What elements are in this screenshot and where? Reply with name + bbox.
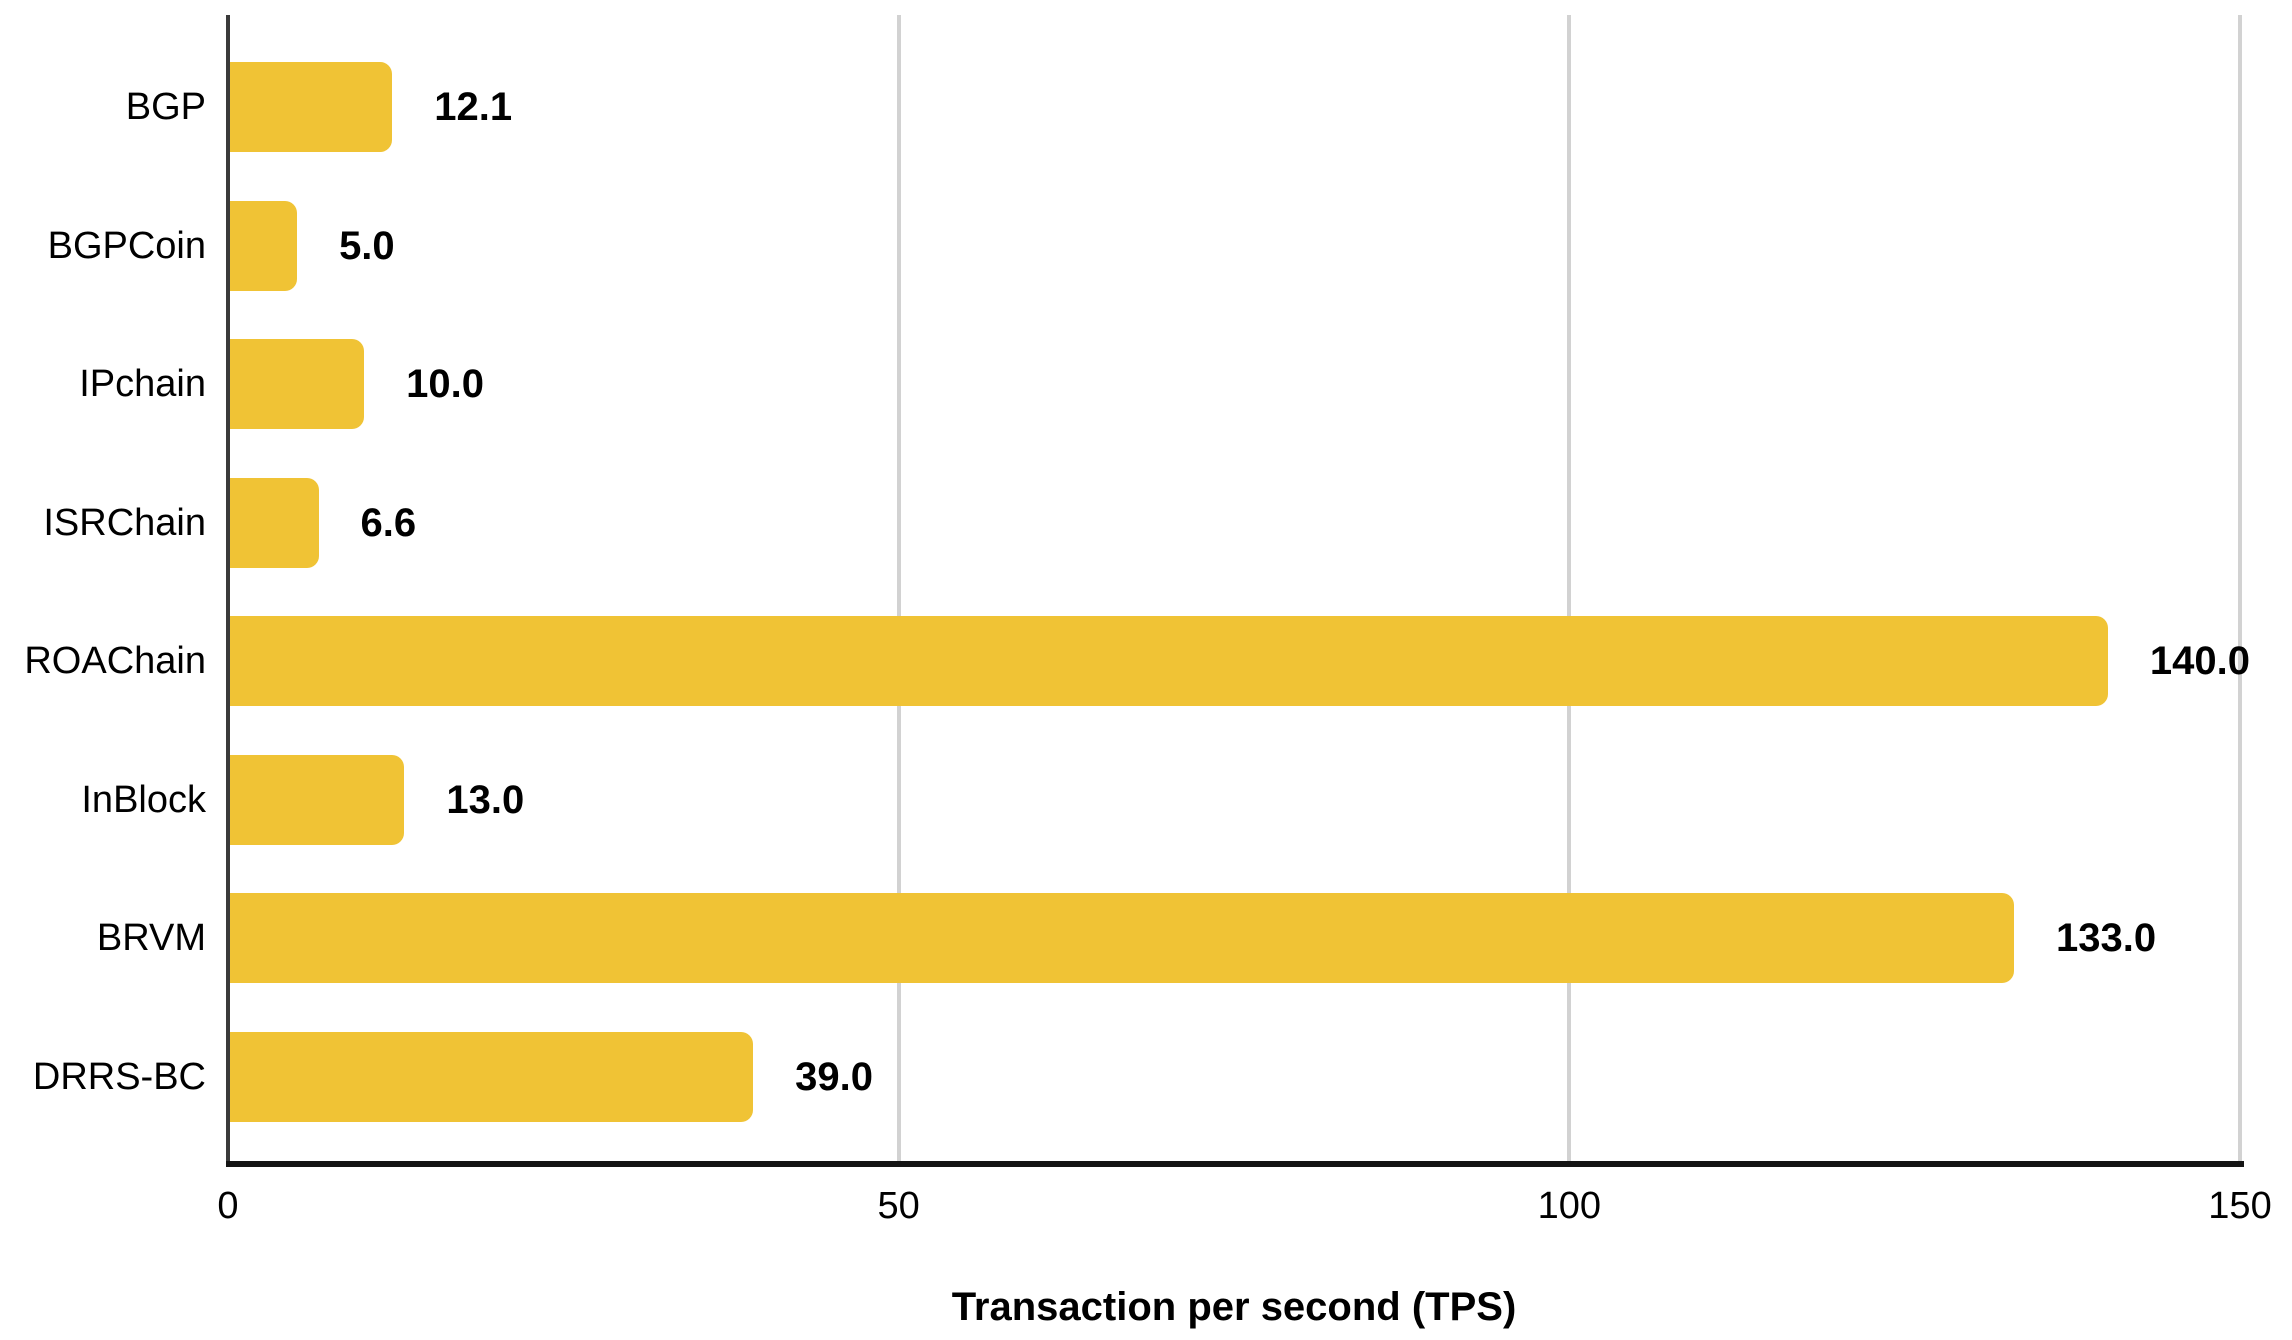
bar-InBlock	[230, 754, 405, 845]
category-label: DRRS-BC	[32, 1055, 206, 1098]
category-label: InBlock	[81, 778, 206, 821]
gridline-x-50	[896, 15, 901, 1161]
x-tick-label: 150	[2208, 1185, 2272, 1227]
category-label: ROAChain	[24, 640, 206, 682]
category-label: BGPCoin	[47, 224, 206, 267]
value-label: 10.0	[406, 362, 484, 406]
value-label: 13.0	[446, 777, 525, 822]
value-label: 140.0	[2149, 639, 2250, 683]
x-axis-line	[226, 1161, 2244, 1167]
value-label: 39.0	[795, 1054, 873, 1099]
value-label: 6.6	[360, 500, 417, 545]
x-tick-label: 0	[217, 1185, 239, 1227]
bar-DRRS-BC	[230, 1031, 754, 1122]
value-label: 5.0	[339, 223, 395, 268]
x-axis-title: Transaction per second (TPS)	[951, 1285, 1517, 1329]
y-axis-line	[226, 15, 230, 1161]
category-label: ISRChain	[43, 501, 206, 544]
category-label: IPchain	[79, 363, 206, 405]
bar-ISRChain	[230, 477, 319, 568]
x-tick-label: 50	[877, 1185, 920, 1227]
bar-BGP	[230, 62, 393, 152]
value-label: 12.1	[434, 85, 513, 129]
gridline-x-100	[1567, 15, 1572, 1161]
bar-IPchain	[230, 339, 365, 429]
bar-BGPCoin	[230, 200, 298, 291]
category-label: BGP	[125, 86, 206, 128]
bar-BRVM	[230, 893, 2014, 983]
value-label: 133.0	[2055, 916, 2157, 960]
category-label: BRVM	[96, 917, 206, 959]
gridline-x-150	[2238, 15, 2242, 1161]
bar-ROAChain	[230, 616, 2108, 706]
x-tick-label: 100	[1537, 1185, 1602, 1227]
